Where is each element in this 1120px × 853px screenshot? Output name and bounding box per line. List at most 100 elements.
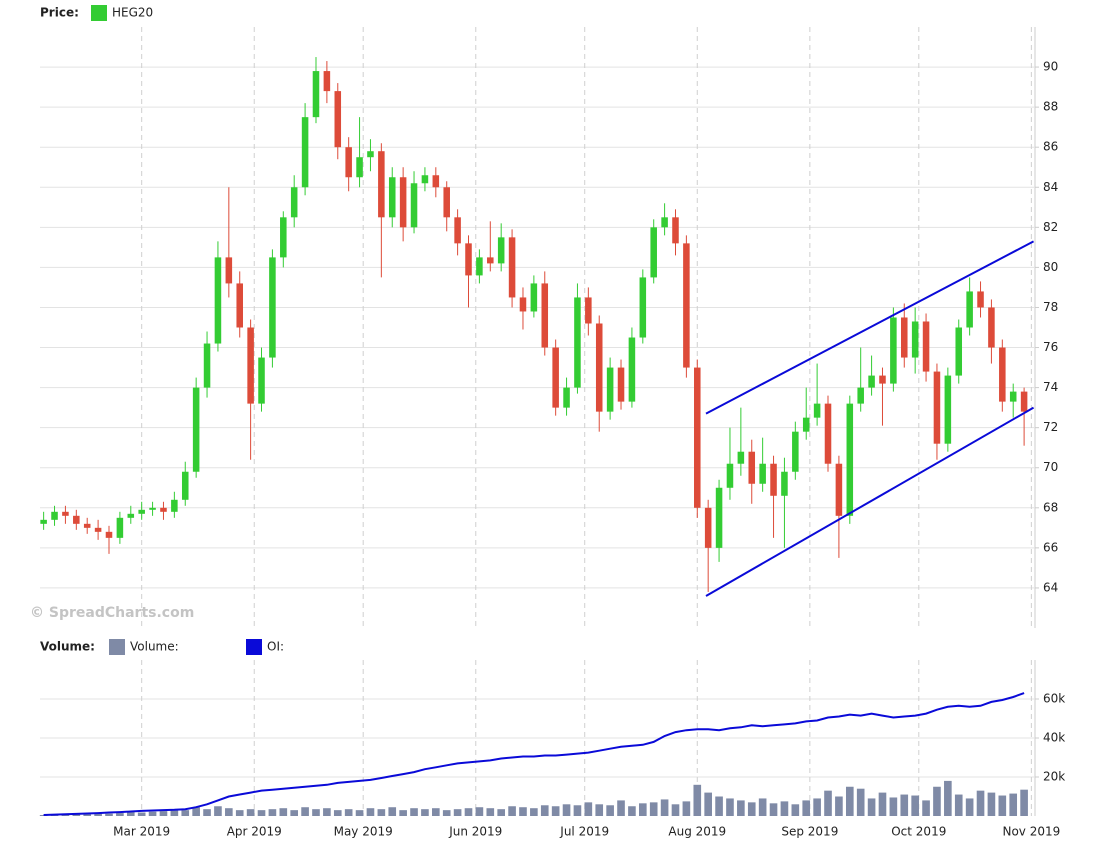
volume-bar: [235, 810, 244, 816]
candle-body: [846, 403, 854, 516]
volume-bar: [758, 798, 767, 816]
x-tick-label: Apr 2019: [227, 825, 282, 839]
x-tick-label: Jul 2019: [559, 825, 609, 839]
volume-bar: [944, 780, 952, 816]
candle-body: [530, 283, 538, 312]
volume-bar: [126, 812, 135, 816]
volume-bar: [693, 784, 702, 816]
volume-bar: [867, 798, 876, 816]
volume-bar: [192, 807, 200, 816]
y-tick-label: 60k: [1043, 692, 1065, 706]
candle-body: [236, 283, 243, 328]
y-tick-label: 76: [1043, 340, 1058, 354]
candle-body: [258, 357, 265, 404]
candle-body: [813, 403, 821, 418]
x-tick-label: Aug 2019: [668, 825, 726, 839]
volume-bar: [388, 807, 397, 816]
legend-label: HEG20: [112, 6, 153, 20]
candle-body: [726, 463, 734, 488]
candle-body: [421, 175, 429, 184]
volume-bar: [83, 814, 92, 816]
volume-bar: [530, 808, 538, 816]
candle-body: [487, 257, 494, 264]
candle-body: [704, 507, 712, 548]
volume-bar: [497, 809, 505, 816]
volume-bar: [366, 808, 375, 816]
candle-body: [574, 297, 581, 388]
candle-body: [181, 471, 189, 500]
candle-body: [73, 515, 80, 524]
y-tick-label: 68: [1043, 500, 1058, 514]
candle-body: [585, 297, 592, 324]
candle-body: [432, 175, 440, 188]
y-tick-label: 82: [1043, 220, 1058, 234]
y-tick-label: 64: [1043, 580, 1058, 594]
candle-body: [672, 217, 679, 244]
volume-bar: [246, 809, 255, 816]
volume-bar: [671, 804, 680, 816]
legend-title: Volume:: [40, 640, 95, 654]
volume-bar: [780, 801, 789, 816]
volume-bar: [290, 810, 299, 816]
volume-bar: [508, 806, 516, 816]
candle-body: [40, 519, 47, 524]
candle-body: [443, 187, 450, 218]
volume-bar: [442, 810, 451, 816]
candle-body: [759, 463, 766, 484]
x-tick-label: Jun 2019: [448, 825, 502, 839]
x-tick-label: Oct 2019: [891, 825, 946, 839]
volume-bar: [551, 806, 560, 816]
candle-body: [911, 321, 919, 358]
y-tick-label: 70: [1043, 460, 1058, 474]
candle-body: [890, 317, 897, 384]
volume-bar: [453, 809, 462, 816]
candle-body: [497, 237, 505, 264]
candle-body: [410, 183, 418, 228]
volume-bar: [933, 786, 941, 816]
volume-bar: [1009, 793, 1018, 816]
legend-label: Volume:: [130, 640, 179, 654]
legend-label: OI:: [267, 640, 284, 654]
volume-bar: [835, 796, 843, 816]
volume-bar: [562, 804, 571, 816]
candle-body: [802, 417, 810, 432]
volume-bar: [638, 803, 647, 816]
candle-body: [824, 403, 832, 464]
candle-body: [650, 227, 657, 278]
trend-line: [705, 240, 1035, 415]
candle-body: [857, 387, 864, 404]
candle-body: [214, 257, 222, 344]
candle-body: [203, 343, 211, 388]
volume-bar: [432, 808, 440, 816]
volume-bar: [486, 808, 495, 816]
candle-body: [334, 91, 342, 148]
volume-bar: [987, 792, 996, 816]
volume-bar: [606, 805, 614, 816]
candle-body: [247, 327, 254, 404]
volume-bar: [900, 794, 909, 816]
volume-bar: [279, 808, 288, 816]
candle-body: [171, 499, 178, 512]
volume-bar: [845, 786, 854, 816]
volume-bar: [747, 802, 756, 816]
volume-bar: [791, 804, 800, 816]
x-tick-label: May 2019: [334, 825, 393, 839]
volume-bar: [94, 813, 102, 816]
volume-bar: [410, 808, 418, 816]
candle-body: [356, 157, 363, 178]
candle-body: [323, 71, 331, 92]
oi-line: [43, 692, 1025, 816]
volume-bar: [737, 800, 745, 816]
volume-bar: [617, 800, 625, 816]
volume-bar: [965, 798, 974, 816]
volume-bar: [660, 799, 669, 816]
candle-body: [127, 513, 135, 518]
candle-body: [149, 507, 156, 510]
candle-body: [312, 71, 320, 118]
volume-bar: [856, 788, 865, 816]
volume-bar: [475, 807, 484, 816]
volume-bar: [1020, 789, 1028, 816]
candle-body: [988, 307, 995, 348]
x-tick-label: Sep 2019: [781, 825, 838, 839]
candle-body: [683, 243, 690, 368]
